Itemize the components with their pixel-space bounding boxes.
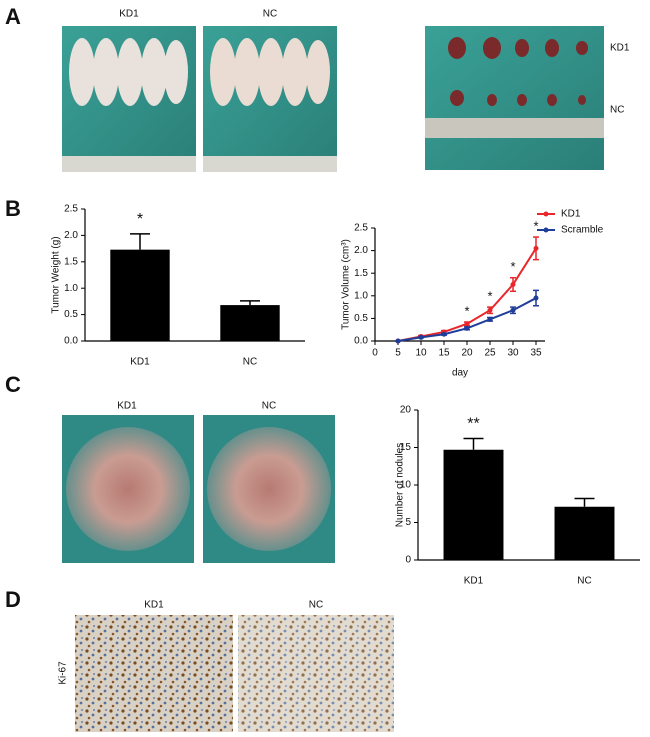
y-tick-label: 1.5 — [64, 256, 78, 267]
point — [464, 321, 470, 327]
y-tick-label: 0.5 — [354, 313, 368, 324]
photo — [75, 615, 233, 732]
photo-label: NC — [262, 401, 276, 412]
ruler — [62, 156, 196, 172]
x-tick-label: NC — [577, 576, 591, 587]
y-axis-label: Tumor Weight (g) — [51, 236, 62, 313]
x-tick-label: KD1 — [130, 357, 150, 368]
x-tick-label: 5 — [395, 348, 401, 359]
significance: * — [487, 289, 492, 304]
bar — [443, 449, 504, 560]
panel-label: C — [5, 372, 21, 397]
y-tick-label: 5 — [405, 517, 411, 528]
point — [510, 307, 516, 313]
photo-label: NC — [610, 105, 624, 116]
x-tick-label: 30 — [507, 348, 519, 359]
significance: * — [464, 303, 469, 318]
point — [395, 338, 401, 344]
x-axis-label: day — [452, 368, 468, 379]
x-tick-label: 25 — [484, 348, 496, 359]
y-tick-label: 1.5 — [354, 268, 368, 279]
legend-marker — [543, 211, 549, 217]
stain-label: Ki-67 — [58, 661, 69, 685]
point — [510, 282, 516, 287]
y-tick-label: 1.0 — [354, 290, 368, 301]
x-tick-label: 20 — [461, 348, 473, 359]
point — [487, 316, 493, 322]
tumors — [448, 37, 588, 106]
point — [533, 245, 539, 251]
significance: * — [533, 218, 538, 233]
bar — [110, 249, 170, 341]
y-tick-label: 0.0 — [354, 336, 368, 347]
y-tick-label: 2.5 — [354, 223, 368, 234]
x-tick-label: 15 — [438, 348, 450, 359]
y-tick-label: 0.0 — [64, 336, 78, 347]
x-tick-label: 0 — [372, 348, 378, 359]
y-tick-label: 2.0 — [64, 230, 78, 241]
point — [441, 331, 447, 337]
y-tick-label: 1.0 — [64, 283, 78, 294]
y-tick-label: 20 — [400, 405, 412, 416]
y-tick-label: 0.5 — [64, 309, 78, 320]
point — [464, 325, 470, 331]
photo-label: NC — [263, 9, 277, 20]
mice — [210, 38, 330, 106]
y-tick-label: 10 — [400, 480, 412, 491]
point — [487, 307, 493, 313]
y-axis-label: Number of nodules — [395, 443, 406, 528]
photo-label: KD1 — [144, 600, 164, 611]
y-tick-label: 2.0 — [354, 245, 368, 256]
photo-label: KD1 — [119, 9, 139, 20]
panel-label: B — [5, 196, 21, 221]
photo-label: KD1 — [117, 401, 137, 412]
x-tick-label: NC — [243, 357, 257, 368]
significance: * — [510, 259, 515, 274]
ruler — [203, 156, 337, 172]
legend-label: Scramble — [561, 225, 604, 236]
x-tick-label: KD1 — [464, 576, 484, 587]
significance: ** — [467, 416, 479, 433]
y-tick-label: 0 — [405, 555, 411, 566]
photo — [238, 615, 394, 732]
y-tick-label: 15 — [400, 442, 412, 453]
panel-label: A — [5, 4, 21, 29]
x-tick-label: 35 — [530, 348, 542, 359]
point — [418, 334, 424, 340]
dish — [207, 427, 331, 551]
significance: * — [137, 211, 143, 228]
ruler — [425, 118, 604, 138]
panel-label: D — [5, 587, 21, 612]
y-tick-label: 2.5 — [64, 204, 78, 215]
bar — [554, 506, 615, 560]
mice — [69, 38, 188, 106]
bar — [220, 305, 280, 341]
x-tick-label: 10 — [415, 348, 427, 359]
photo-label: KD1 — [610, 43, 630, 54]
legend-marker — [543, 227, 549, 233]
point — [533, 295, 539, 301]
y-axis-label: Tumor Volume (cm³) — [341, 239, 352, 330]
photo-label: NC — [309, 600, 323, 611]
legend-label: KD1 — [561, 209, 581, 220]
dish — [66, 427, 190, 551]
